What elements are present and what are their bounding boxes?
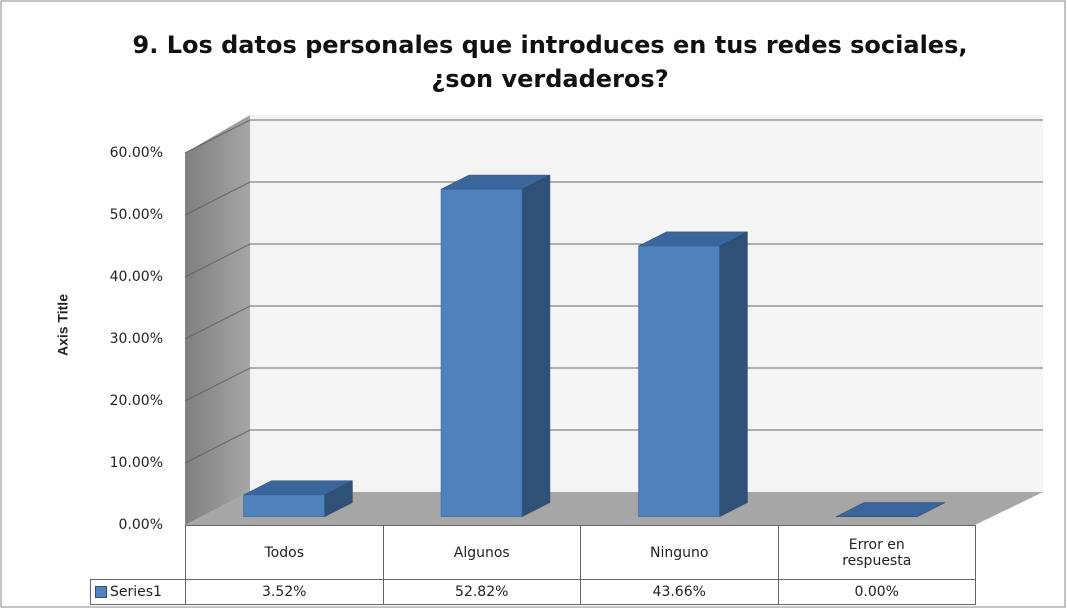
y-tick-label: 60.00%: [110, 145, 163, 161]
table-value-text: 0.00%: [854, 584, 899, 600]
y-tick-label: 20.00%: [110, 393, 163, 409]
floor: [185, 492, 1043, 525]
table-category: Ninguno: [580, 525, 779, 580]
bar: [243, 480, 353, 518]
table-category: Error en respuesta: [777, 525, 976, 580]
grid-line: [184, 119, 1043, 154]
y-tick-label: 10.00%: [110, 455, 163, 471]
table-category: Algunos: [382, 525, 581, 580]
bar-side: [521, 174, 551, 518]
grid-line: [184, 181, 1043, 216]
chart-title: 9. Los datos personales que introduces e…: [132, 31, 968, 93]
table-value: 43.66%: [580, 579, 779, 605]
grid-line: [184, 429, 1043, 464]
y-tick-label: 40.00%: [110, 269, 163, 285]
legend-key: [95, 586, 107, 598]
table-value-text: 43.66%: [652, 584, 706, 600]
y-tick-label: 30.00%: [110, 331, 163, 347]
table-category: Todos: [185, 525, 384, 580]
table-category-text: Algunos: [453, 544, 510, 561]
y-tick-label: 0.00%: [119, 517, 163, 533]
table-category-text: Ninguno: [650, 544, 709, 561]
bar-front: [243, 494, 325, 517]
left-wall: [185, 115, 250, 525]
legend-text: Series1: [110, 584, 162, 600]
table-value: 3.52%: [185, 579, 384, 605]
table-value: 52.82%: [382, 579, 581, 605]
table-category-text: Todos: [264, 544, 304, 561]
table-category-text: Error en respuesta: [842, 536, 912, 569]
table-value-text: 3.52%: [262, 584, 307, 600]
bar: [638, 231, 748, 518]
bar-side: [719, 231, 748, 518]
y-tick-label: 50.00%: [110, 207, 163, 223]
table-value-text: 52.82%: [455, 584, 509, 600]
bar-top: [835, 502, 946, 517]
bar-front: [638, 245, 720, 517]
table-value: 0.00%: [777, 579, 976, 605]
bar-front: [440, 189, 523, 518]
grid-line: [184, 243, 1043, 278]
bar: [440, 174, 551, 518]
grid-line: [184, 305, 1043, 340]
bar: [835, 502, 946, 517]
y-axis-title: Axis Title: [55, 294, 71, 356]
legend-entry: Series1: [90, 579, 186, 605]
grid-line: [184, 367, 1043, 402]
